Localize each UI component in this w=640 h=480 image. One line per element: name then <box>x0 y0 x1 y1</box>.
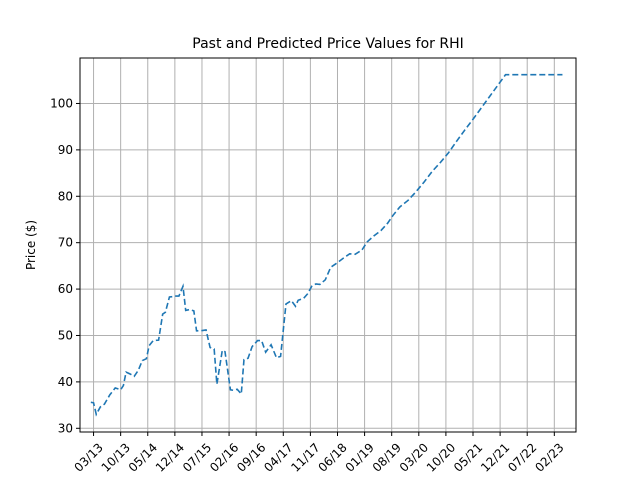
plot-frame <box>79 57 577 433</box>
x-tick-label: 11/17 <box>288 440 322 474</box>
y-tick-label: 50 <box>58 328 73 342</box>
x-tick-label: 03/20 <box>397 440 431 474</box>
series-layer <box>90 73 563 417</box>
x-tick-label: 04/17 <box>261 440 295 474</box>
x-tick-label: 05/21 <box>451 440 485 474</box>
grid <box>80 58 576 432</box>
x-tick-label: 03/13 <box>72 440 106 474</box>
x-tick-label: 07/15 <box>180 440 214 474</box>
x-tick-label: 02/16 <box>207 440 241 474</box>
y-tick-label: 30 <box>58 421 73 435</box>
x-tick-label: 12/21 <box>478 440 512 474</box>
ticks: 03/1310/1305/1412/1407/1502/1609/1604/17… <box>50 96 567 474</box>
y-tick-label: 70 <box>58 236 73 250</box>
x-tick-label: 12/14 <box>153 440 187 474</box>
x-tick-label: 01/19 <box>343 440 377 474</box>
y-tick-label: 60 <box>58 282 73 296</box>
chart-title: Past and Predicted Price Values for RHI <box>192 36 463 52</box>
y-tick-label: 80 <box>58 189 73 203</box>
x-tick-label: 09/16 <box>234 440 268 474</box>
x-tick-label: 10/13 <box>99 440 133 474</box>
y-tick-label: 40 <box>58 375 73 389</box>
x-tick-label: 02/23 <box>532 440 566 474</box>
series-line-0 <box>90 73 563 417</box>
y-axis-label: Price ($) <box>24 220 38 270</box>
y-tick-label: 90 <box>58 143 73 157</box>
y-tick-label: 100 <box>50 96 73 110</box>
x-tick-label: 07/22 <box>505 440 539 474</box>
x-tick-label: 08/19 <box>370 440 404 474</box>
x-tick-label: 05/14 <box>126 440 160 474</box>
x-tick-label: 10/20 <box>424 440 458 474</box>
x-tick-label: 06/18 <box>315 440 349 474</box>
